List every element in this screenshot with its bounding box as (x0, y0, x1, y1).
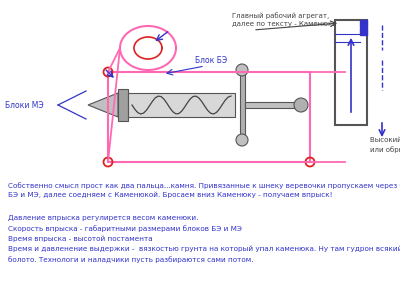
Polygon shape (88, 93, 118, 117)
Bar (335, 20, 367, 125)
Text: Блоки МЭ: Блоки МЭ (5, 100, 44, 109)
Text: Давление впрыска регулирется весом каменюки.
Скорость впрыска - габаритными разм: Давление впрыска регулирется весом камен… (8, 215, 400, 262)
Bar (240, 70, 245, 140)
Text: Собственно смысл прост как два пальца...камня. Привязанные к шнеку веревочки про: Собственно смысл прост как два пальца...… (8, 182, 400, 198)
Text: Высокий постамент
или обрыв.: Высокий постамент или обрыв. (370, 137, 400, 153)
Bar (245, 102, 295, 108)
Circle shape (294, 98, 308, 112)
Circle shape (236, 134, 248, 146)
Bar (128, 93, 235, 117)
Text: Главный рабочий агрегат,
далее по тексту - Каменюка: Главный рабочий агрегат, далее по тексту… (232, 12, 336, 27)
Circle shape (236, 64, 248, 76)
Bar (360, 20, 367, 27)
Text: Блок БЭ: Блок БЭ (195, 56, 227, 65)
Bar (118, 89, 128, 121)
Bar (108, 72, 310, 162)
Bar (360, 28, 367, 35)
